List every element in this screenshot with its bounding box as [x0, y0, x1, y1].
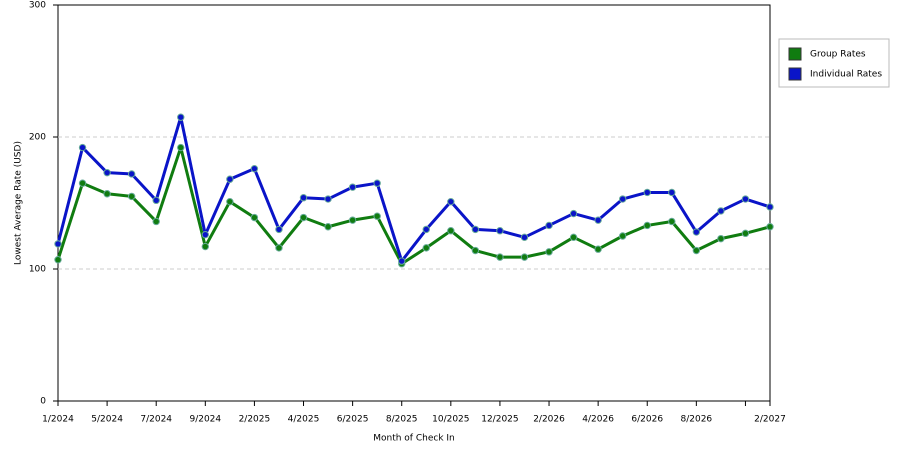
data-point	[569, 233, 578, 242]
x-tick-label: 6/2026	[631, 415, 663, 425]
x-tick-label: 2/2025	[239, 415, 271, 425]
data-point	[594, 245, 602, 253]
series-line	[56, 115, 771, 263]
y-axis-label: Lowest Average Rate (USD)	[14, 141, 24, 265]
x-tick-label: 4/2025	[288, 415, 320, 425]
data-point	[299, 194, 308, 202]
data-point	[545, 248, 553, 256]
data-point	[569, 209, 578, 218]
data-point	[447, 227, 455, 235]
series-line	[56, 146, 771, 266]
data-point	[275, 244, 283, 252]
data-point	[496, 253, 504, 261]
x-tick-label: 4/2026	[582, 415, 614, 425]
data-point	[299, 213, 308, 222]
data-point	[422, 244, 430, 252]
data-point	[152, 217, 160, 226]
data-point	[250, 164, 259, 173]
data-point	[177, 113, 185, 121]
x-axis-label: Month of Check In	[373, 434, 455, 444]
data-point	[741, 229, 750, 238]
legend-swatch	[788, 67, 802, 81]
data-point	[103, 168, 111, 177]
data-point	[78, 143, 87, 152]
data-point	[201, 242, 210, 251]
data-point	[275, 225, 283, 234]
data-point	[471, 225, 480, 234]
x-tick-label: 9/2024	[189, 415, 221, 425]
data-point	[226, 175, 234, 183]
data-point	[373, 179, 381, 187]
legend-label: Individual Rates	[810, 70, 882, 80]
data-point	[250, 213, 259, 222]
data-point	[54, 240, 62, 248]
data-point	[766, 203, 774, 211]
plot-frame	[57, 4, 771, 402]
data-point	[127, 170, 136, 178]
data-point	[717, 207, 725, 215]
data-point	[103, 190, 111, 198]
data-point	[373, 212, 381, 220]
x-tick-label: 7/2024	[140, 415, 172, 425]
data-point	[348, 216, 357, 224]
data-point	[54, 256, 62, 264]
data-point	[324, 195, 332, 203]
y-tick-label: 0	[40, 397, 46, 407]
data-point	[741, 195, 750, 203]
y-tick-label: 300	[29, 1, 46, 11]
data-point	[127, 192, 136, 201]
x-tick-label: 6/2025	[337, 415, 369, 425]
data-point	[78, 179, 87, 187]
data-point	[177, 143, 185, 152]
data-point	[692, 228, 701, 236]
data-point	[668, 188, 676, 197]
data-point	[398, 257, 406, 265]
x-tick-label: 12/2025	[481, 415, 518, 425]
data-point	[717, 234, 725, 243]
data-point	[152, 196, 160, 205]
data-point	[226, 197, 234, 206]
x-tick-label: 1/2024	[42, 415, 74, 425]
data-point	[348, 183, 357, 191]
data-point	[471, 246, 480, 255]
legend-label: Group Rates	[810, 50, 866, 60]
x-tick-label: 2/2026	[533, 415, 565, 425]
data-point	[520, 233, 529, 242]
data-point	[643, 188, 651, 197]
data-point	[447, 197, 455, 206]
data-point	[594, 216, 602, 224]
y-tick-label: 200	[29, 133, 46, 143]
legend-swatch	[788, 47, 802, 61]
data-point	[618, 195, 627, 203]
x-tick-label: 8/2026	[681, 415, 713, 425]
data-point	[520, 253, 529, 261]
x-tick-label: 8/2025	[386, 415, 418, 425]
x-tick-label: 5/2024	[91, 415, 123, 425]
data-point	[545, 221, 553, 230]
y-tick-label: 100	[29, 265, 46, 275]
data-point	[324, 223, 332, 231]
data-point	[766, 223, 774, 231]
x-tick-label: 10/2025	[432, 415, 469, 425]
data-point	[643, 221, 651, 230]
data-point	[668, 217, 676, 226]
data-point	[201, 230, 210, 239]
data-point	[692, 246, 701, 255]
x-tick-label: 2/2027	[754, 415, 786, 425]
data-point	[422, 225, 430, 234]
data-point	[496, 227, 504, 235]
data-point	[618, 232, 627, 240]
